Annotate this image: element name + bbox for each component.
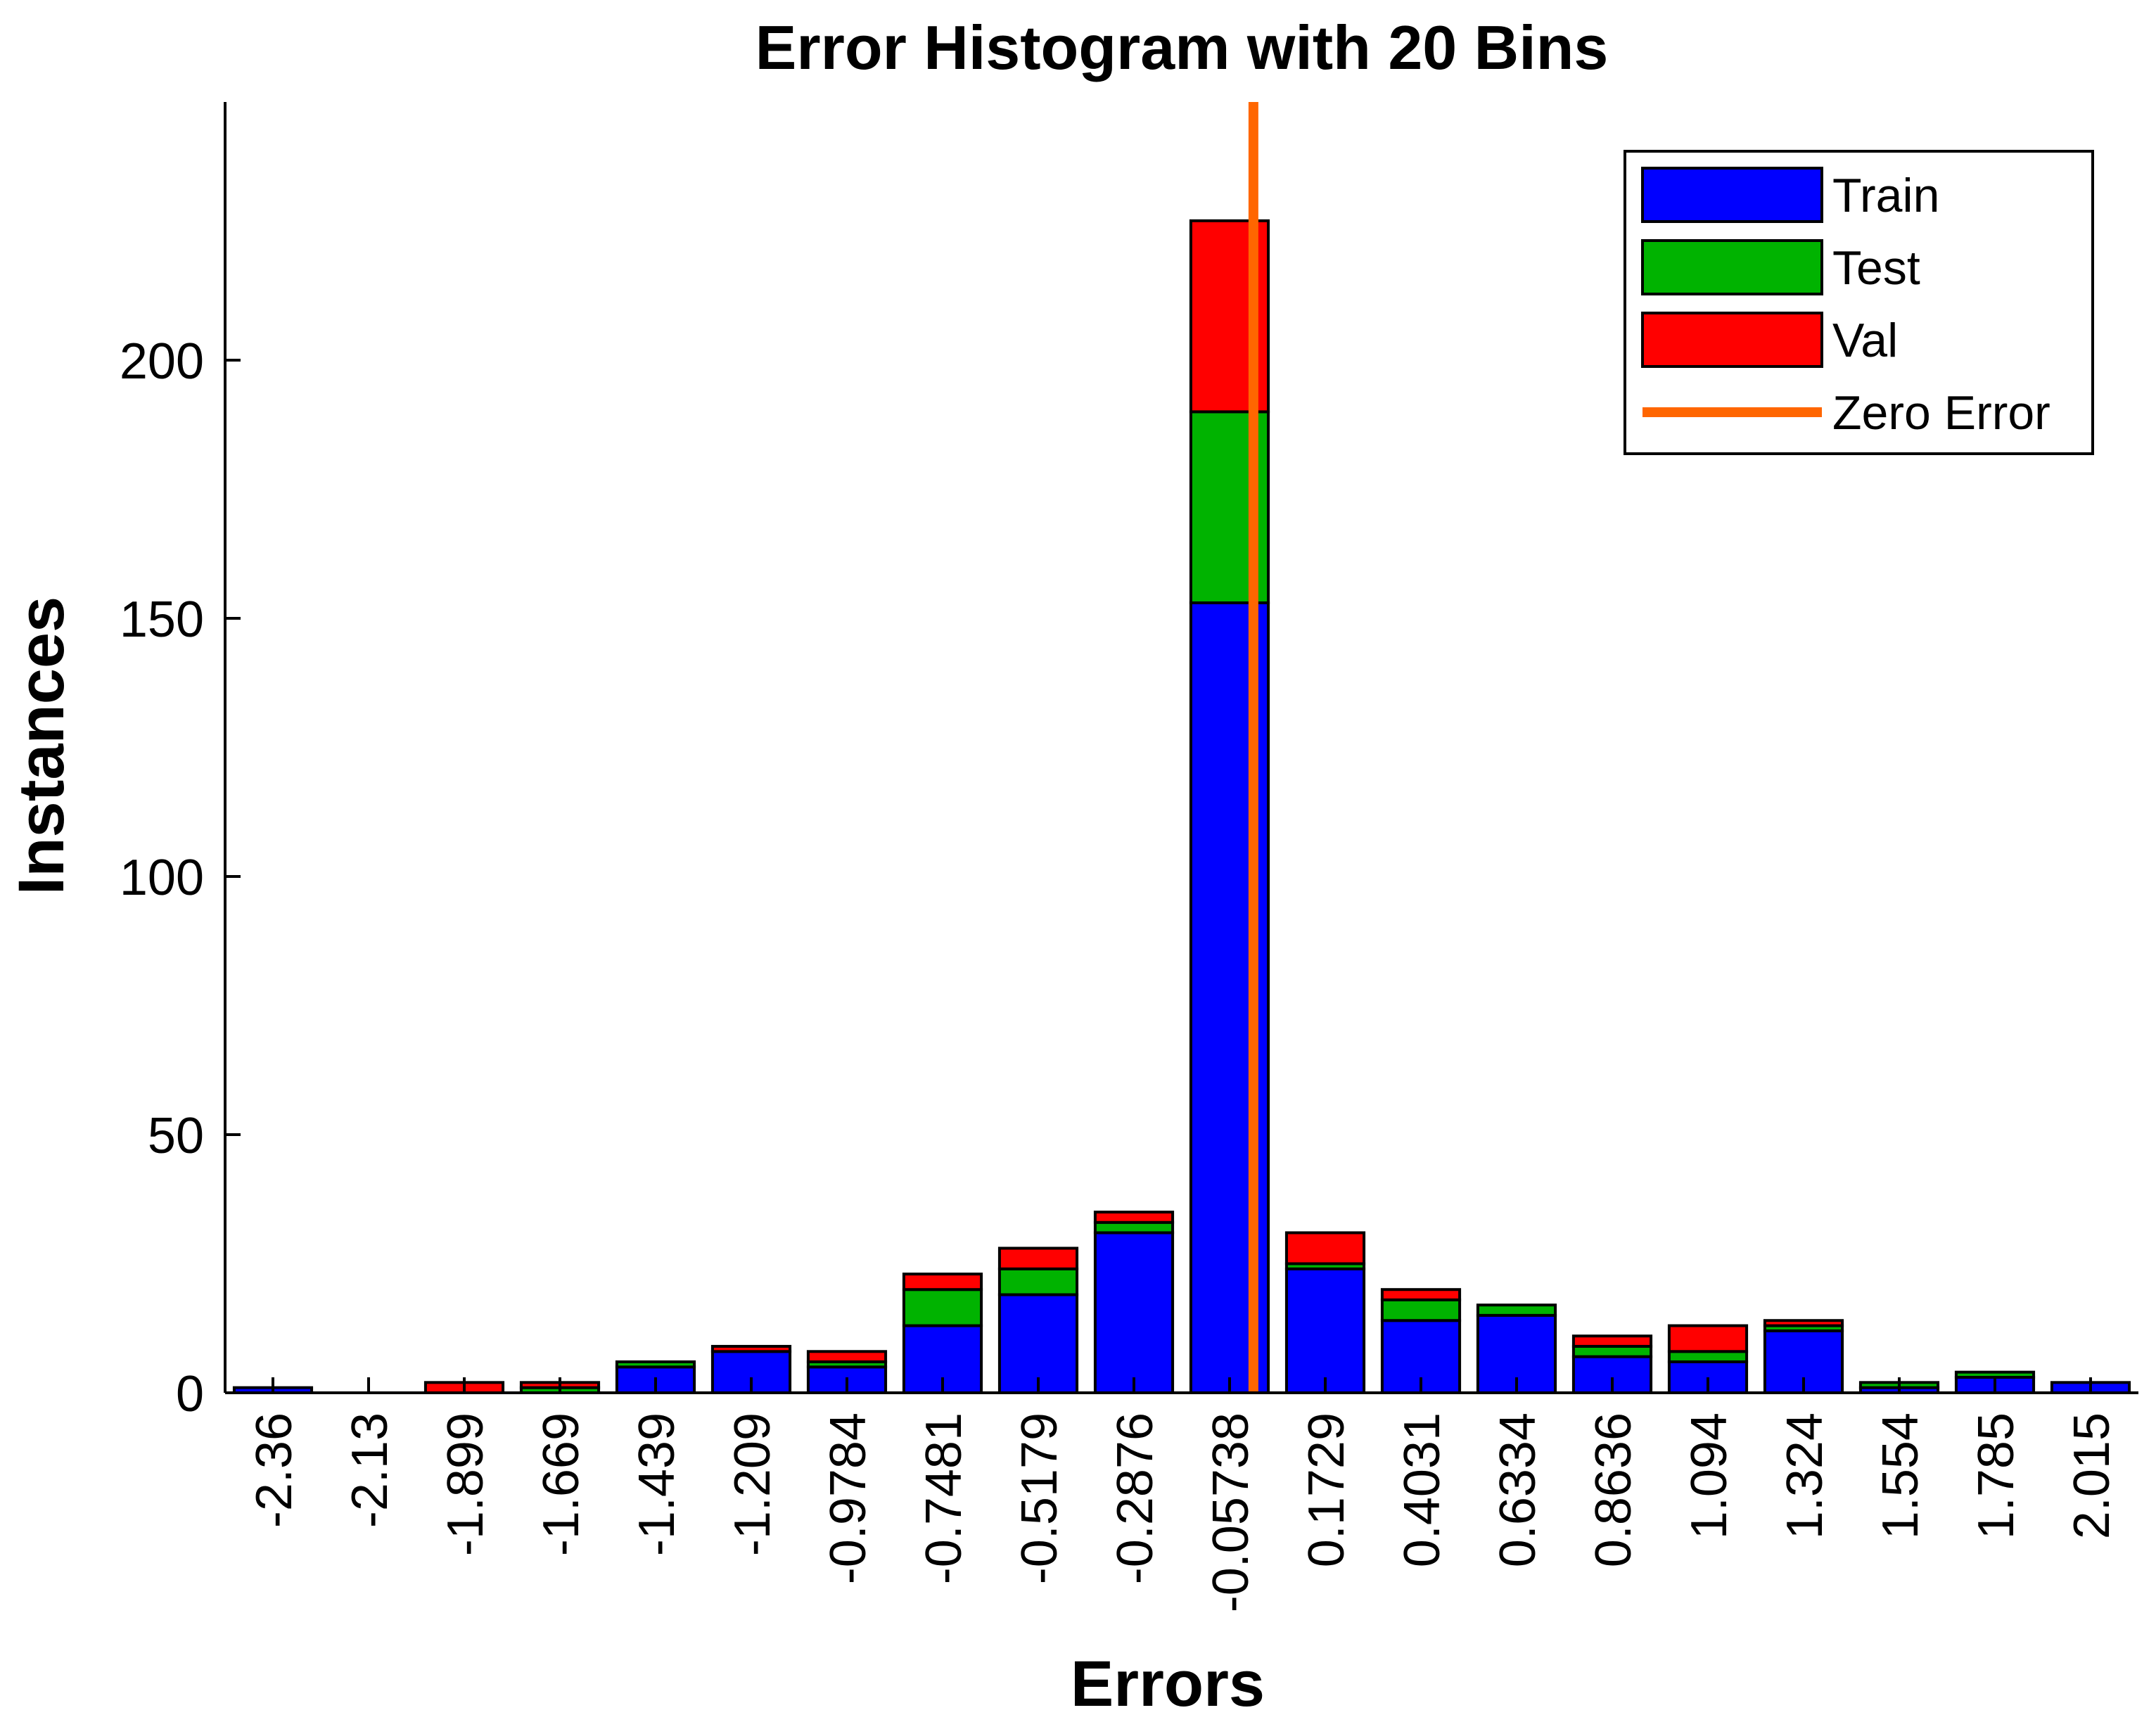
x-tick-label: 0.4031: [1394, 1412, 1450, 1567]
bar-val-8: [997, 1246, 1079, 1270]
x-tick-label: -1.439: [629, 1412, 685, 1556]
x-tick-label: 0.1729: [1299, 1412, 1355, 1567]
bar-train-11: [1284, 1267, 1366, 1394]
bar-test-15: [1667, 1350, 1749, 1363]
y-axis-label: Instances: [6, 597, 77, 895]
bar-test-9: [1093, 1220, 1175, 1235]
x-tick-label: -0.5179: [1012, 1412, 1068, 1584]
y-tick-label: 100: [120, 850, 204, 906]
bar-test-18: [1954, 1370, 2036, 1379]
x-tick-label: -0.05738: [1203, 1412, 1259, 1612]
y-tick-label: 0: [176, 1366, 204, 1422]
x-tick-label: -2.36: [246, 1412, 302, 1528]
legend-label: Val: [1832, 314, 1898, 367]
y-tick-label: 200: [120, 333, 204, 390]
y-tick-label: 150: [120, 592, 204, 648]
x-tick-label: -0.2876: [1107, 1412, 1163, 1584]
bar-val-5: [710, 1344, 792, 1353]
legend-swatch-train: [1641, 167, 1823, 223]
x-tick-label: 1.094: [1681, 1412, 1737, 1539]
x-tick-label: 1.554: [1873, 1412, 1929, 1539]
bar-train-8: [997, 1293, 1079, 1395]
x-tick-label: -0.7481: [916, 1412, 972, 1584]
x-tick-label: 1.785: [1968, 1412, 2024, 1539]
x-tick-label: -1.899: [438, 1412, 494, 1556]
x-tick-label: 0.8636: [1586, 1412, 1642, 1567]
bar-val-6: [806, 1350, 888, 1363]
bar-train-9: [1093, 1231, 1175, 1394]
x-tick-label: 1.324: [1777, 1412, 1833, 1539]
x-tick-label: -1.209: [725, 1412, 781, 1556]
chart-title: Error Histogram with 20 Bins: [755, 13, 1609, 82]
bar-val-7: [902, 1273, 983, 1292]
bar-test-13: [1476, 1303, 1557, 1317]
x-tick-label: -2.13: [342, 1412, 398, 1528]
legend-label: Zero Error: [1832, 386, 2050, 440]
x-tick-label: -1.669: [533, 1412, 589, 1556]
bar-test-12: [1380, 1298, 1462, 1322]
legend-label: Train: [1832, 169, 1939, 222]
bar-val-16: [1763, 1319, 1844, 1327]
bar-val-15: [1667, 1324, 1749, 1353]
legend: Train Test Val Zero Error: [1624, 150, 2094, 455]
bar-val-9: [1093, 1211, 1175, 1224]
x-axis-label: Errors: [1071, 1648, 1265, 1718]
x-tick-label: 2.015: [2064, 1412, 2120, 1539]
bar-val-14: [1571, 1334, 1653, 1348]
bar-test-7: [902, 1288, 983, 1327]
legend-label: Test: [1832, 241, 1920, 295]
bar-test-4: [615, 1360, 696, 1369]
axes-group: 0 50 100 150 200 -2.36 -2.13 -1.899 -1.669 -1.439…: [120, 102, 2138, 1612]
bar-test-8: [997, 1267, 1079, 1296]
y-tick-label: 50: [148, 1108, 204, 1164]
legend-swatch-val: [1641, 312, 1823, 368]
bar-test-14: [1571, 1344, 1653, 1358]
x-tick-label: -0.9784: [820, 1412, 876, 1584]
bar-val-11: [1284, 1231, 1366, 1265]
bar-val-12: [1380, 1288, 1462, 1301]
legend-swatch-test: [1641, 239, 1823, 295]
x-tick-label: 0.6334: [1490, 1412, 1546, 1567]
